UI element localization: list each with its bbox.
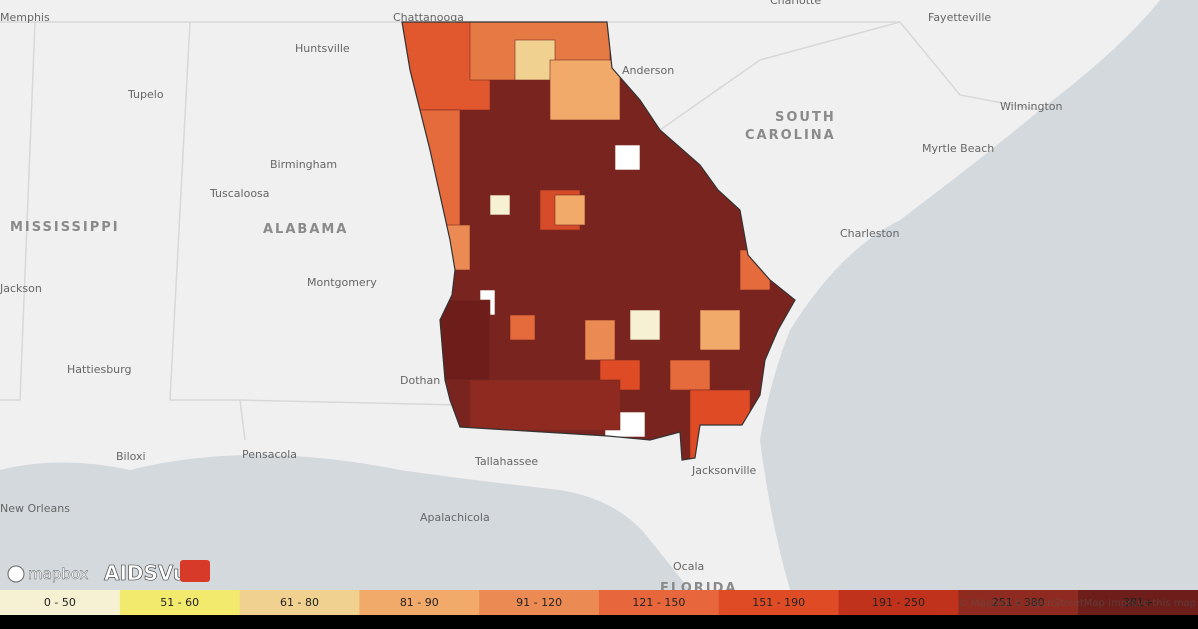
legend-label: 151 - 190	[752, 596, 805, 609]
legend-label: 191 - 250	[872, 596, 925, 609]
legend-label: 81 - 90	[400, 596, 439, 609]
place-label: Chattanooga	[393, 11, 464, 24]
legend-swatch	[239, 590, 360, 615]
place-label: Hattiesburg	[67, 363, 131, 376]
gulf	[0, 455, 690, 590]
mapbox-icon	[7, 565, 25, 583]
legend-label: 51 - 60	[160, 596, 199, 609]
aidsvu-icon	[180, 560, 210, 582]
place-label: Anderson	[622, 64, 674, 77]
legend-label: 251 - 380	[992, 596, 1045, 609]
legend-swatch	[718, 590, 840, 615]
region-label: ALABAMA	[263, 222, 348, 237]
place-label: Jacksonville	[691, 464, 757, 477]
region-label: SOUTH	[775, 110, 836, 125]
legend-label: 0 - 50	[44, 596, 76, 609]
legend-swatch	[599, 590, 720, 615]
legend-swatch	[359, 590, 480, 615]
place-label: Biloxi	[116, 450, 146, 463]
aidsvu-logo: AIDSVu	[104, 561, 187, 585]
place-label: Montgomery	[307, 276, 377, 289]
place-label: Memphis	[0, 11, 50, 24]
legend-swatch	[479, 590, 600, 615]
place-label: Tupelo	[127, 88, 164, 101]
place-label: Ocala	[673, 560, 704, 573]
place-label: Birmingham	[270, 158, 337, 171]
legend-swatch	[119, 590, 241, 615]
attribution[interactable]: © Mapbox © OpenStreetMap Improve this ma…	[958, 598, 1196, 609]
legend: 0 - 50 51 - 60 61 - 80 81 - 90 91 - 120 121 -…	[0, 590, 1198, 615]
atlantic	[760, 0, 1198, 590]
place-label: Charlotte	[770, 0, 821, 7]
legend-swatch	[838, 590, 959, 615]
labels: Memphis Chattanooga Charlotte Fayetteville H…	[0, 0, 1063, 596]
place-label: Charleston	[840, 227, 900, 240]
region-label: MISSISSIPPI	[10, 220, 120, 235]
region-label: CAROLINA	[745, 128, 836, 143]
place-label: Huntsville	[295, 42, 350, 55]
place-label: Fayetteville	[928, 11, 991, 24]
place-label: Wilmington	[1000, 100, 1063, 113]
legend-label: 91 - 120	[516, 596, 562, 609]
place-label: Pensacola	[242, 448, 297, 461]
legend-label: 61 - 80	[280, 596, 319, 609]
legend-swatch	[958, 590, 1079, 615]
legend-swatch	[0, 590, 121, 615]
place-label: Apalachicola	[420, 511, 490, 524]
place-label: New Orleans	[0, 502, 70, 515]
place-label: Tuscaloosa	[209, 187, 270, 200]
place-label: Dothan	[400, 374, 440, 387]
legend-swatch	[1078, 590, 1198, 615]
place-label: Tallahassee	[474, 455, 538, 468]
place-label: Myrtle Beach	[922, 142, 994, 155]
legend-label: 121 - 150	[632, 596, 685, 609]
legend-label: 381+	[1123, 596, 1153, 609]
place-label: Jackson	[0, 282, 42, 295]
mapbox-logo: mapbox	[28, 565, 89, 583]
